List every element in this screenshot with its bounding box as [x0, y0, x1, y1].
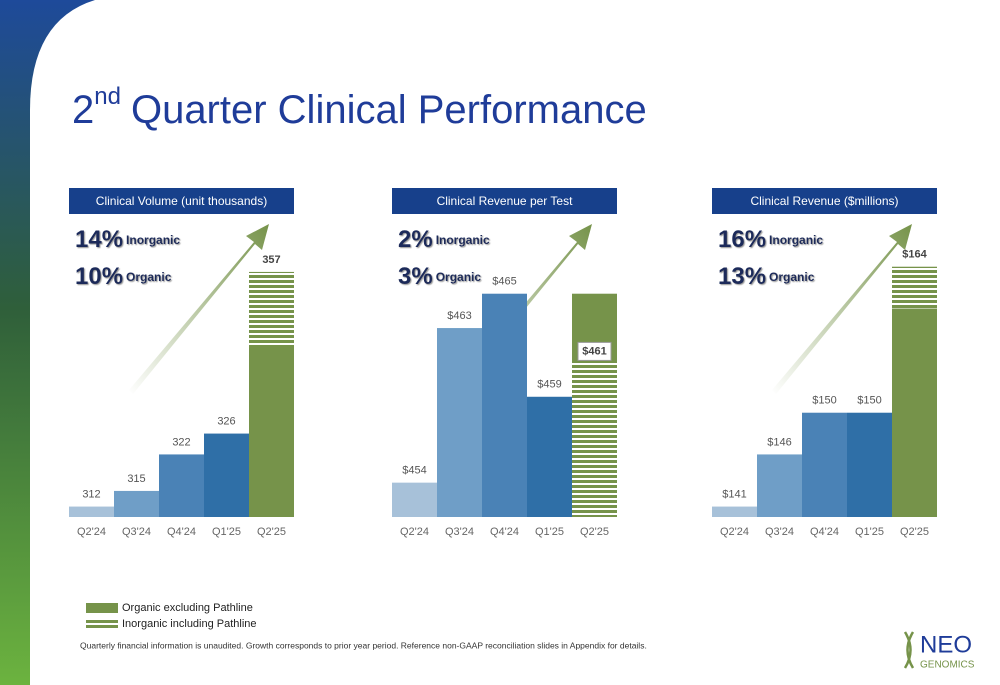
value-label: $463 [447, 310, 471, 322]
bar [847, 412, 892, 517]
growth-pct: 13% [718, 263, 766, 290]
chart: Clinical Revenue per Test 2% Inorganic 3% Or… [392, 188, 617, 538]
growth-text: 2% Inorganic [398, 226, 490, 253]
growth-arrow [129, 224, 269, 394]
bar [757, 454, 802, 517]
bar-organic [892, 308, 937, 517]
growth-text: 3% Organic [398, 263, 481, 290]
value-label: $150 [857, 395, 881, 407]
growth-arrow [772, 224, 912, 394]
bar [712, 506, 757, 517]
growth-label: Inorganic [436, 233, 490, 247]
chart-title: Clinical Volume (unit thousands) [96, 194, 267, 208]
bar [482, 293, 527, 517]
bar [437, 328, 482, 517]
x-tick-label: Q2'24 [77, 526, 106, 538]
growth-label: Organic [769, 270, 815, 284]
bar [114, 490, 159, 517]
value-label: $459 [537, 379, 561, 391]
growth-pct: 3% [398, 263, 433, 290]
chart-header [712, 188, 937, 214]
bar [69, 506, 114, 517]
value-label: 322 [172, 436, 190, 448]
slide-title: 2nd Quarter Clinical Performance [72, 83, 647, 131]
x-tick-label: Q2'24 [720, 526, 749, 538]
value-label: 315 [127, 473, 145, 485]
value-label: $454 [402, 465, 426, 477]
x-tick-label: Q3'24 [122, 526, 151, 538]
value-label: $146 [767, 436, 791, 448]
legend-organic: Organic excluding Pathline [122, 602, 253, 614]
growth-pct: 2% [398, 226, 433, 253]
logo-bottom: GENOMICS [920, 660, 975, 671]
growth-text: 13% Organic [718, 263, 815, 290]
growth-label: Organic [436, 270, 482, 284]
x-tick-label: Q4'24 [810, 526, 839, 538]
logo-helix [903, 631, 915, 669]
value-label: $465 [492, 276, 516, 288]
footnote: Quarterly financial information is unaud… [80, 640, 647, 650]
value-label: 357 [262, 254, 280, 266]
growth-label: Organic [126, 270, 172, 284]
bar-inorganic [572, 362, 617, 517]
growth-text: 16% Inorganic [718, 226, 823, 253]
chart-title: Clinical Revenue per Test [437, 194, 574, 208]
x-tick-label: Q3'24 [765, 526, 794, 538]
x-tick-label: Q1'25 [855, 526, 884, 538]
bar-organic [249, 344, 294, 517]
x-tick-label: Q2'25 [900, 526, 929, 538]
bar [159, 454, 204, 517]
value-label: $150 [812, 395, 836, 407]
x-tick-label: Q2'25 [580, 526, 609, 538]
growth-pct: 10% [75, 263, 123, 290]
legend-swatch-inorganic [86, 619, 118, 629]
x-tick-label: Q1'25 [212, 526, 241, 538]
legend-swatch-organic [86, 603, 118, 613]
value-label: $461 [582, 345, 606, 357]
chart-title: Clinical Revenue ($millions) [750, 194, 898, 208]
chart-header [392, 188, 617, 214]
bar [392, 482, 437, 517]
x-tick-label: Q3'24 [445, 526, 474, 538]
chart: Clinical Volume (unit thousands) 14% Inorg… [69, 188, 294, 538]
growth-text: 14% Inorganic [75, 226, 180, 253]
legend-inorganic: Inorganic including Pathline [122, 618, 257, 630]
chart: Clinical Revenue ($millions) 16% Inorganic… [712, 188, 937, 538]
bar [527, 396, 572, 517]
growth-text: 10% Organic [75, 263, 172, 290]
x-tick-label: Q2'24 [400, 526, 429, 538]
x-tick-label: Q2'25 [257, 526, 286, 538]
value-label: $141 [722, 488, 746, 500]
growth-pct: 16% [718, 226, 766, 253]
value-label-box [577, 341, 612, 361]
value-label: 312 [82, 488, 100, 500]
x-tick-label: Q4'24 [490, 526, 519, 538]
growth-pct: 14% [75, 226, 123, 253]
growth-label: Inorganic [769, 233, 823, 247]
bar [204, 433, 249, 517]
bar-inorganic [249, 271, 294, 345]
value-label: $164 [902, 249, 927, 261]
chart-header [69, 188, 294, 214]
value-label: 326 [217, 415, 235, 427]
bar-inorganic [892, 266, 937, 309]
charts: Clinical Volume (unit thousands)14% Inorg… [69, 188, 937, 538]
bar [802, 412, 847, 517]
logo-top: NEO [920, 631, 972, 658]
growth-label: Inorganic [126, 233, 180, 247]
x-tick-label: Q4'24 [167, 526, 196, 538]
x-tick-label: Q1'25 [535, 526, 564, 538]
